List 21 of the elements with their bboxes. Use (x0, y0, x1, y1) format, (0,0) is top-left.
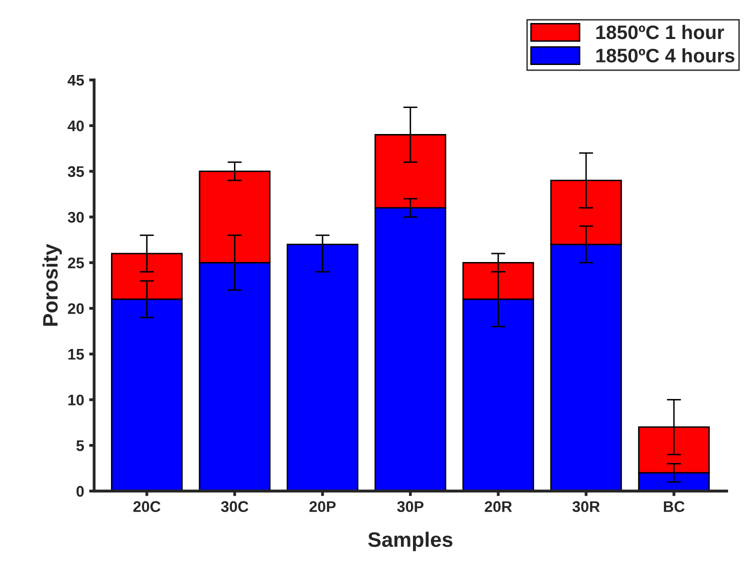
x-tick-label: 20P (309, 501, 336, 512)
x-tick-label: 30R (572, 501, 600, 512)
x-tick-label: 30P (397, 501, 424, 512)
y-tick-label: 15 (68, 349, 84, 360)
y-tick-label: 35 (68, 166, 84, 178)
x-axis-title: Samples (368, 532, 452, 552)
y-tick-label: 20 (68, 303, 84, 314)
y-axis-title: Porosity (42, 244, 62, 326)
legend-label: 1850ºC 1 hour (596, 24, 724, 40)
y-tick-label: 10 (68, 394, 84, 406)
y-tick-label: 5 (76, 440, 84, 452)
y-tick-label: 40 (68, 120, 84, 132)
x-tick-label: 20C (133, 501, 160, 512)
y-tick-label: 0 (76, 486, 84, 497)
x-tick-label: 30C (221, 501, 248, 512)
x-tick-label: BC (664, 501, 685, 512)
y-tick-label: 45 (68, 74, 84, 86)
y-tick-label: 25 (68, 258, 84, 268)
x-tick-label: 20R (484, 501, 512, 512)
y-tick-label: 30 (68, 212, 84, 223)
legend-label: 1850ºC 4 hours (596, 48, 734, 62)
